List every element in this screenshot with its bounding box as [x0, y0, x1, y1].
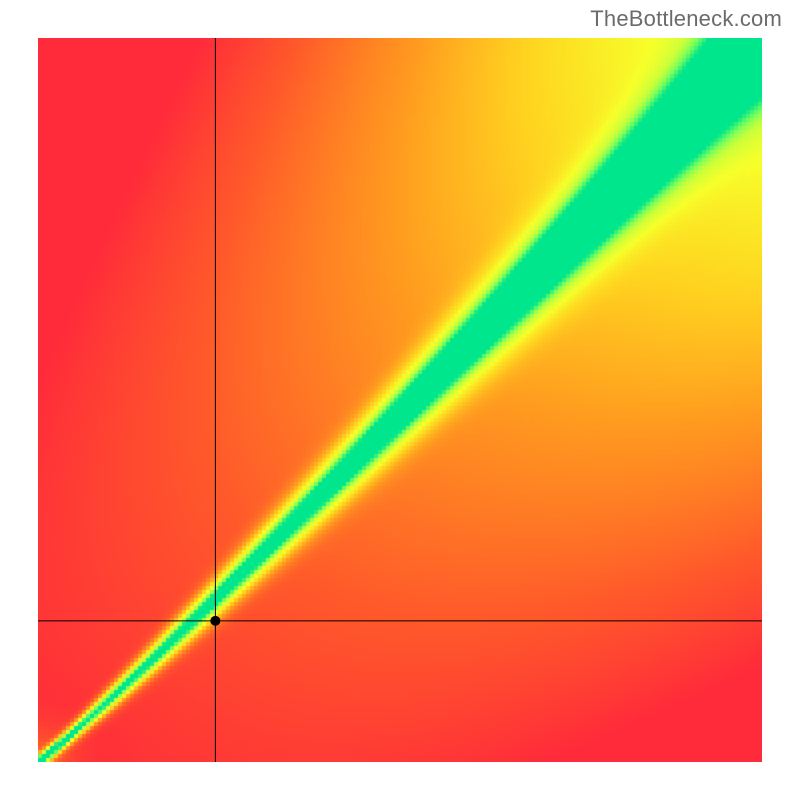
heatmap-plot	[38, 38, 762, 762]
attribution-text: TheBottleneck.com	[590, 6, 782, 32]
heatmap-canvas	[38, 38, 762, 762]
chart-container: TheBottleneck.com	[0, 0, 800, 800]
